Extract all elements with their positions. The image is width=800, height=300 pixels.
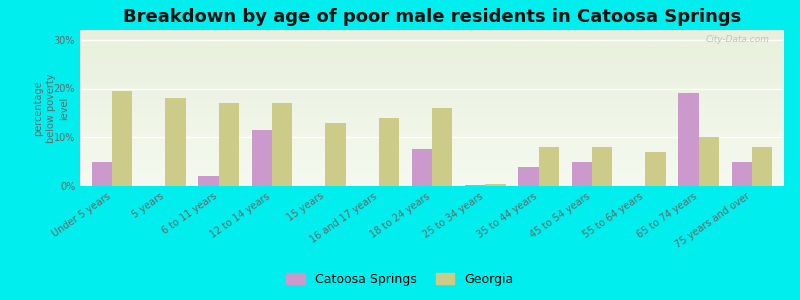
Bar xyxy=(678,93,698,186)
Bar xyxy=(518,167,538,186)
Legend: Catoosa Springs, Georgia: Catoosa Springs, Georgia xyxy=(282,268,518,291)
Bar xyxy=(92,162,112,186)
Bar xyxy=(272,103,292,186)
Bar xyxy=(378,118,399,186)
Bar xyxy=(166,98,186,186)
Bar xyxy=(646,152,666,186)
Bar xyxy=(486,184,506,186)
Bar xyxy=(432,108,452,186)
Title: Breakdown by age of poor male residents in Catoosa Springs: Breakdown by age of poor male residents … xyxy=(123,8,741,26)
Bar xyxy=(465,185,486,186)
Bar xyxy=(112,91,132,186)
Bar xyxy=(218,103,239,186)
Bar xyxy=(412,149,432,186)
Bar xyxy=(752,147,772,186)
Bar xyxy=(252,130,272,186)
Bar xyxy=(326,123,346,186)
Bar xyxy=(198,176,218,186)
Bar xyxy=(572,162,592,186)
Y-axis label: percentage
below poverty
level: percentage below poverty level xyxy=(33,73,69,143)
Text: City-Data.com: City-Data.com xyxy=(706,35,770,44)
Bar xyxy=(698,137,719,186)
Bar xyxy=(538,147,559,186)
Bar xyxy=(592,147,612,186)
Bar xyxy=(732,162,752,186)
